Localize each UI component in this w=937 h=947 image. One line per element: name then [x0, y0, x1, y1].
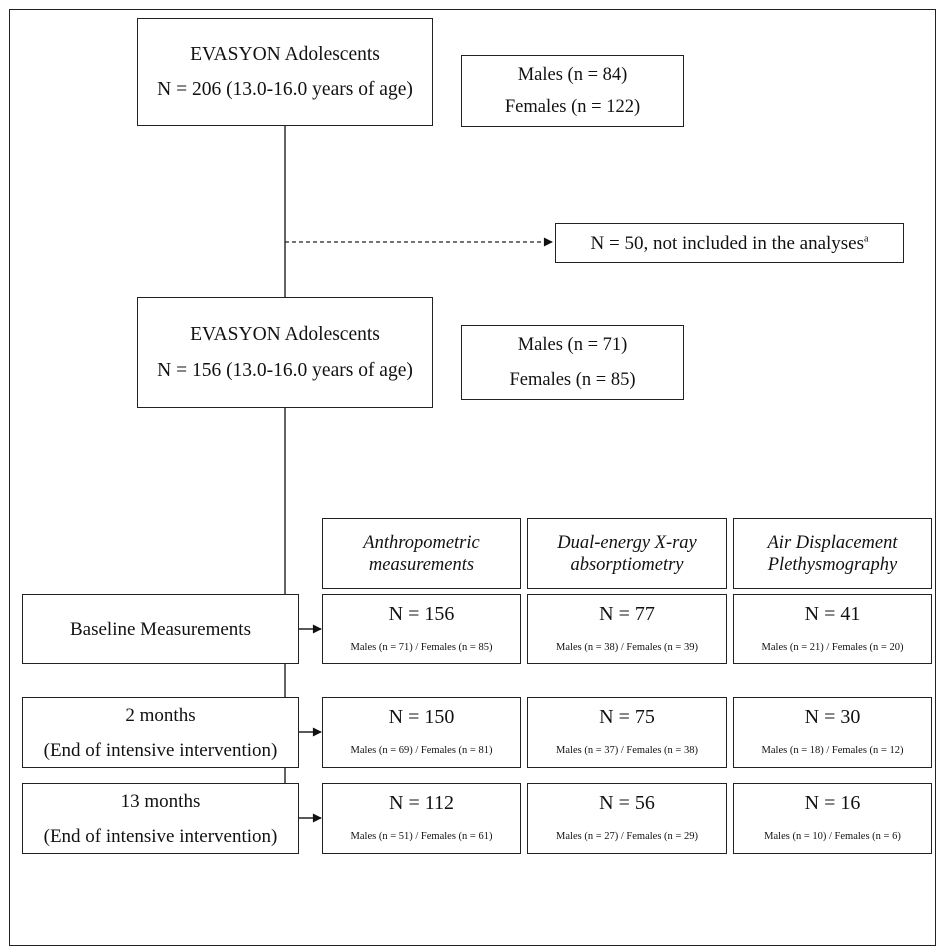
cell-baseline-anthropometric: N = 156 Males (n = 71) / Females (n = 85…: [322, 594, 521, 664]
initial-cohort-box: EVASYON Adolescents N = 206 (13.0-16.0 y…: [137, 18, 433, 126]
method-header-adp: Air Displacement Plethysmography: [733, 518, 932, 589]
final-cohort-count: N = 156 (13.0-16.0 years of age): [157, 359, 413, 381]
final-cohort-title: EVASYON Adolescents: [190, 324, 380, 345]
final-cohort-box: EVASYON Adolescents N = 156 (13.0-16.0 y…: [137, 297, 433, 408]
cell-2m-adp: N = 30 Males (n = 18) / Females (n = 12): [733, 697, 932, 768]
final-females: Females (n = 85): [509, 369, 636, 390]
excluded-footnote: a: [864, 233, 869, 245]
cell-baseline-adp: N = 41 Males (n = 21) / Females (n = 20): [733, 594, 932, 664]
cell-2m-dxa: N = 75 Males (n = 37) / Females (n = 38): [527, 697, 727, 768]
initial-males: Males (n = 84): [517, 64, 628, 85]
initial-sex-box: Males (n = 84) Females (n = 122): [461, 55, 684, 127]
cell-2m-anthropometric: N = 150 Males (n = 69) / Females (n = 81…: [322, 697, 521, 768]
timepoint-2-months: 2 months (End of intensive intervention): [22, 697, 299, 768]
excluded-text: N = 50, not included in the analyses: [590, 232, 865, 254]
cell-baseline-dxa: N = 77 Males (n = 38) / Females (n = 39): [527, 594, 727, 664]
initial-cohort-count: N = 206 (13.0-16.0 years of age): [157, 79, 413, 100]
timepoint-13-months: 13 months (End of intensive intervention…: [22, 783, 299, 854]
initial-cohort-title: EVASYON Adolescents: [190, 43, 380, 65]
cell-13m-adp: N = 16 Males (n = 10) / Females (n = 6): [733, 783, 932, 854]
timepoint-baseline: Baseline Measurements: [22, 594, 299, 664]
method-header-anthropometric: Anthropometric measurements: [322, 518, 521, 589]
excluded-box: N = 50, not included in the analysesa: [555, 223, 904, 263]
figure-frame: [9, 9, 936, 946]
final-sex-box: Males (n = 71) Females (n = 85): [461, 325, 684, 400]
initial-females: Females (n = 122): [504, 97, 641, 117]
cell-13m-anthropometric: N = 112 Males (n = 51) / Females (n = 61…: [322, 783, 521, 854]
cell-13m-dxa: N = 56 Males (n = 27) / Females (n = 29): [527, 783, 727, 854]
method-header-dxa: Dual-energy X-ray absorptiometry: [527, 518, 727, 589]
final-males: Males (n = 71): [517, 335, 628, 355]
